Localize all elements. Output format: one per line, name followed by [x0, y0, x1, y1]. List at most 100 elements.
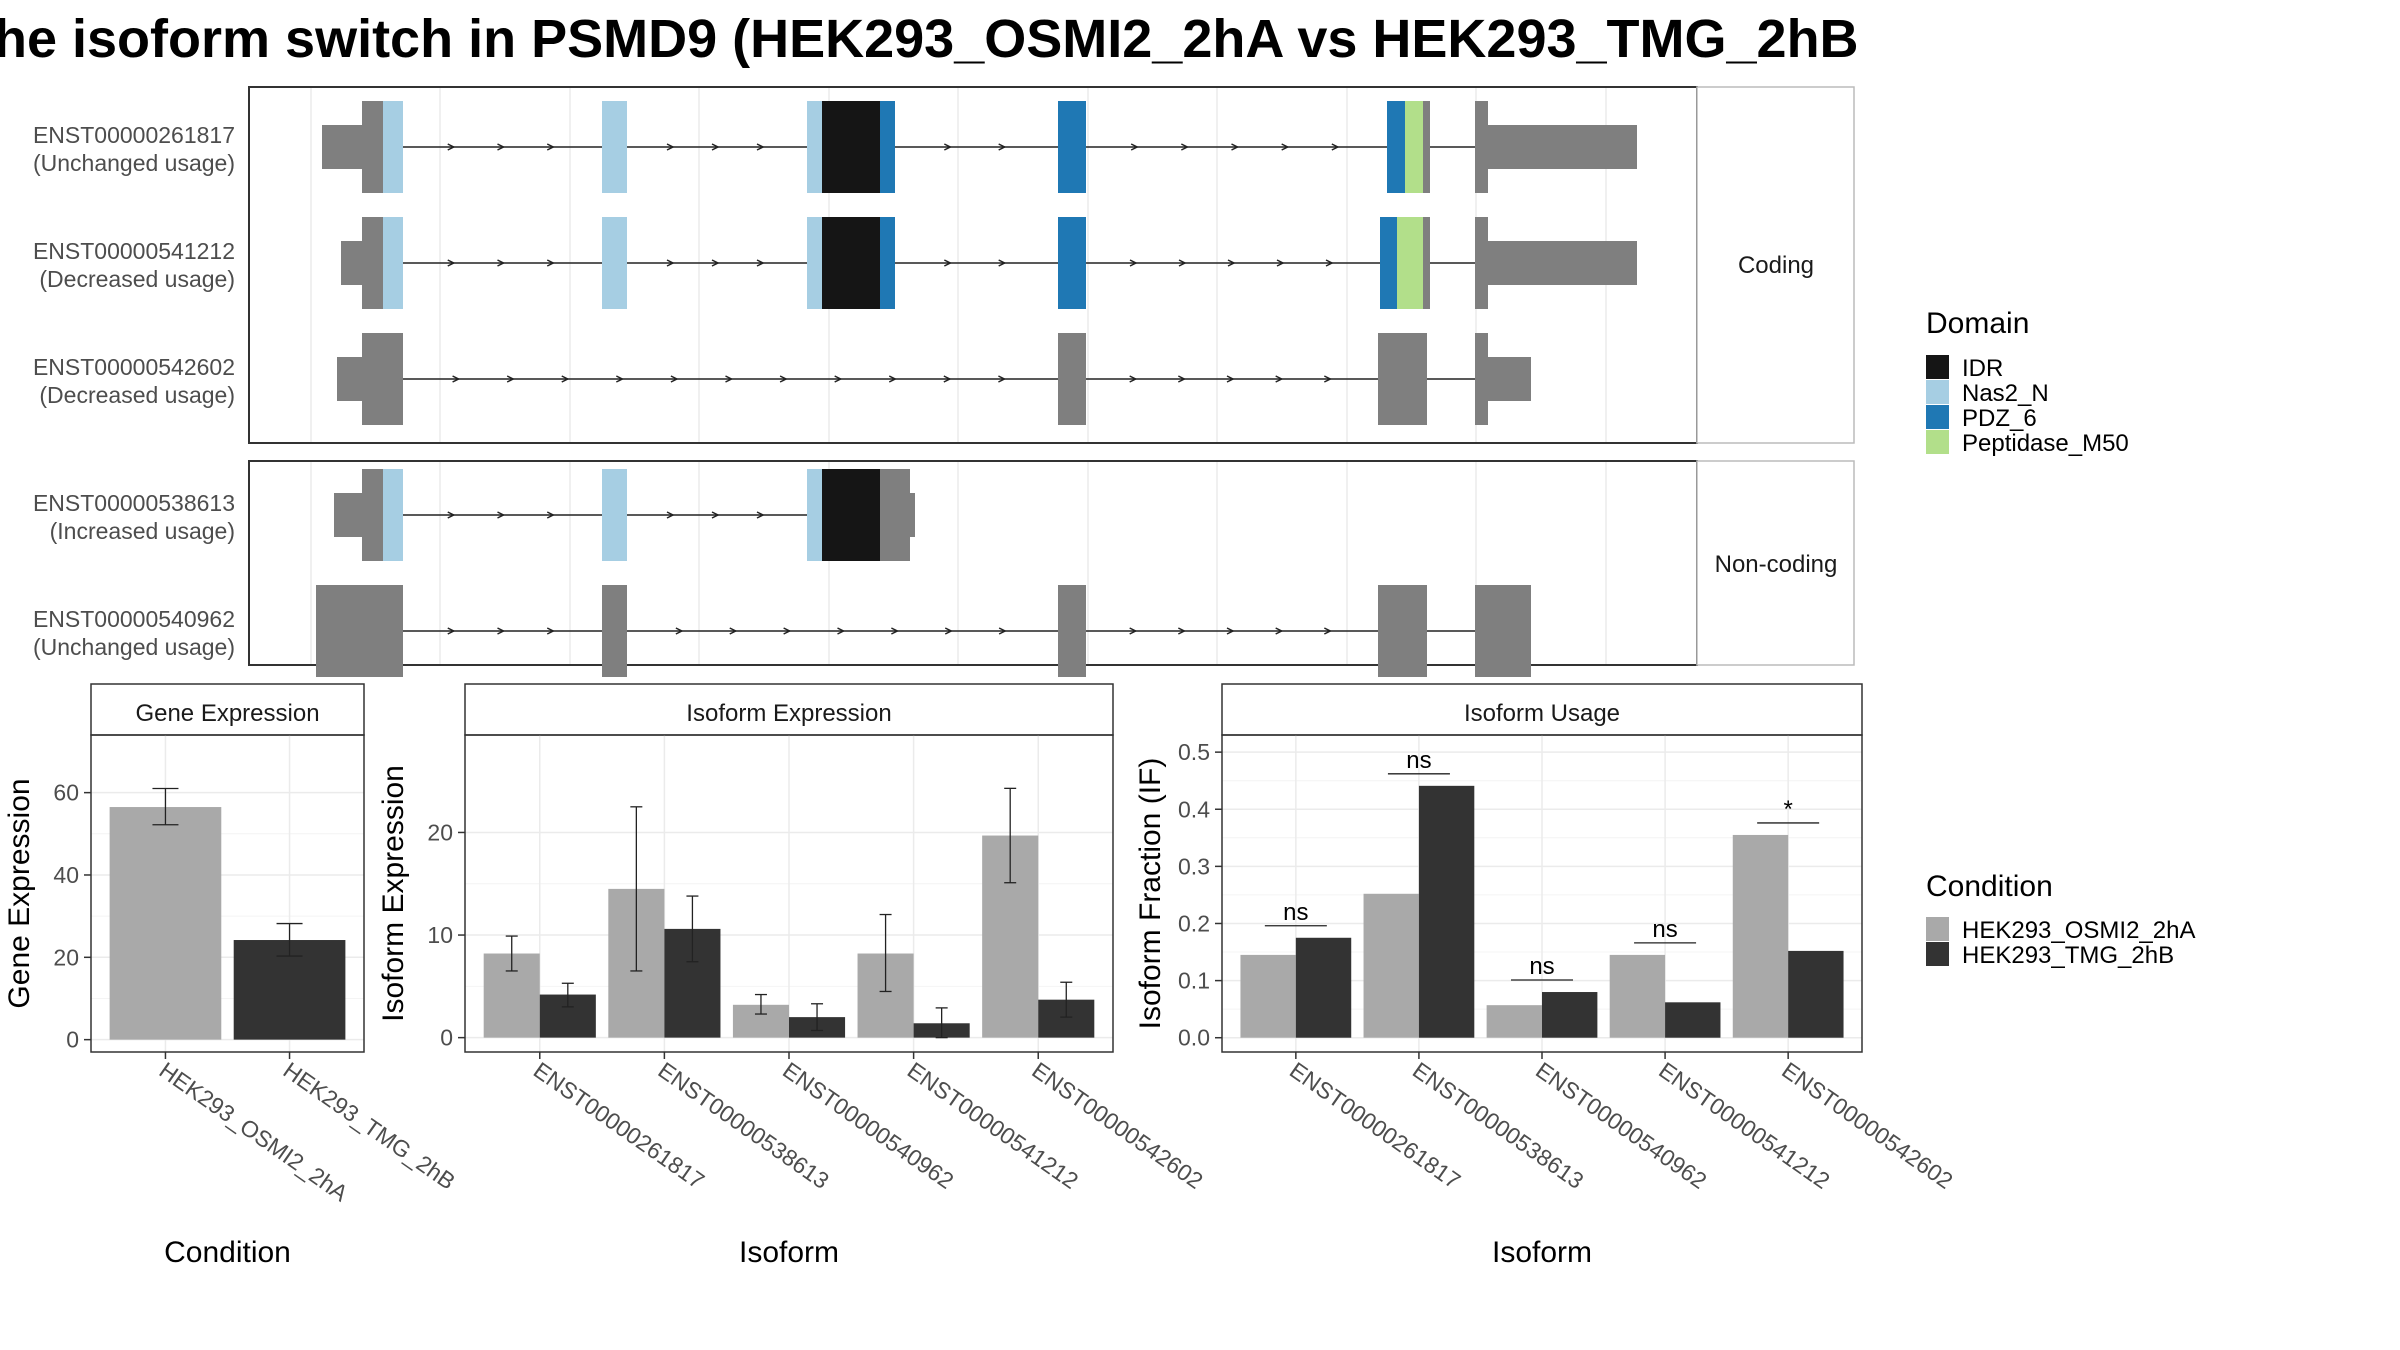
- utr-exon: [1488, 125, 1637, 169]
- cds-segment-nas2_n: [807, 101, 822, 193]
- intron-arrow: [1275, 375, 1284, 383]
- utr-exon: [910, 493, 915, 537]
- cds-segment-exon: [362, 333, 403, 425]
- facet-strip-label: Isoform Usage: [1464, 700, 1620, 727]
- domain-legend-title: Domain: [1926, 307, 2029, 340]
- y-axis-title: Isoform Expression: [377, 765, 410, 1022]
- panel-border: [90, 734, 365, 1053]
- y-tick-label: 40: [53, 862, 79, 888]
- bar-charts: Gene ExpressionHEK293_OSMI2_2hAHEK293_TM…: [3, 683, 1958, 1269]
- cds-segment-exon: [880, 469, 910, 561]
- intron-arrow: [944, 627, 953, 635]
- transcript-ENST00000261817: ENST00000261817(Unchanged usage): [33, 101, 1637, 193]
- cds-segment-exon: [1423, 217, 1430, 309]
- transcript-usage-label: (Unchanged usage): [33, 150, 235, 176]
- legend-key-cond1: [1926, 917, 1949, 941]
- cds-segment-exon: [1475, 333, 1488, 425]
- cds-segment-pdz_6: [880, 101, 895, 193]
- noncoding-exon: [316, 585, 403, 677]
- x-axis-title: Condition: [164, 1236, 291, 1269]
- legend-label-cond1: HEK293_OSMI2_2hA: [1962, 917, 2195, 944]
- cds-segment-pdz_6: [1387, 101, 1405, 193]
- intron-arrow: [666, 259, 675, 267]
- facet-label-coding: Coding: [1738, 252, 1814, 279]
- utr-exon: [334, 493, 362, 537]
- transcript-usage-label: (Increased usage): [50, 518, 235, 544]
- intron-arrow: [729, 627, 738, 635]
- bar-ENST00000261817-HEK293_TMG_2hB: [1295, 937, 1352, 1038]
- condition-legend-title: Condition: [1926, 870, 2053, 903]
- intron-arrow: [447, 259, 456, 267]
- transcript-id-label: ENST00000542602: [33, 354, 235, 380]
- cds-segment-nas2_n: [602, 101, 627, 193]
- intron-arrow: [998, 375, 1007, 383]
- transcript-ENST00000540962: ENST00000540962(Unchanged usage): [33, 585, 1531, 677]
- cds-segment-pdz_6: [1380, 217, 1397, 309]
- facet-strip-label: Gene Expression: [135, 700, 319, 727]
- legend-label-idr: IDR: [1962, 355, 2003, 382]
- panel-border: [464, 734, 1114, 1053]
- cds-segment-nas2_n: [807, 469, 822, 561]
- significance-label: ns: [1529, 953, 1554, 980]
- intron-arrow: [666, 143, 675, 151]
- facet-strip-coding: [1696, 86, 1855, 444]
- intron-arrow: [1331, 143, 1340, 151]
- cds-segment-idr: [822, 101, 880, 193]
- cds-segment-exon: [1423, 101, 1430, 193]
- intron-arrow: [546, 259, 555, 267]
- transcript-structure-panel: Coding Non-coding ENST00000261817(Unchan…: [33, 86, 1855, 677]
- transcript-ENST00000538613: ENST00000538613(Increased usage): [33, 469, 915, 561]
- intron-arrow: [546, 627, 555, 635]
- bar-ENST00000538613-HEK293_TMG_2hB: [1418, 785, 1475, 1038]
- intron-arrow: [888, 375, 897, 383]
- bar-ENST00000542602-HEK293_TMG_2hB: [1788, 950, 1844, 1038]
- legend-label-peptidase-m50: Peptidase_M50: [1962, 430, 2129, 457]
- intron-arrow: [834, 375, 843, 383]
- intron-arrow: [998, 259, 1007, 267]
- y-tick-label: 60: [53, 780, 79, 806]
- utr-exon: [322, 125, 362, 169]
- cds-segment-nas2_n: [602, 217, 627, 309]
- y-tick-label: 10: [427, 922, 453, 948]
- intron-arrow: [497, 143, 506, 151]
- facet-strip-noncoding: [1696, 460, 1855, 666]
- bar-ENST00000541212-HEK293_TMG_2hB: [1665, 1002, 1721, 1038]
- chart-isoform-usage: Isoform UsagensENST00000261817nsENST0000…: [1134, 683, 1958, 1269]
- y-tick-label: 0.0: [1178, 1025, 1210, 1051]
- x-axis-title: Isoform: [1492, 1236, 1592, 1269]
- utr-exon: [341, 241, 362, 285]
- noncoding-exon: [602, 585, 627, 677]
- intron-arrow: [943, 143, 953, 151]
- intron-arrow: [1177, 375, 1187, 383]
- intron-arrow: [447, 627, 456, 635]
- intron-arrow: [1130, 143, 1139, 151]
- intron-arrow: [452, 375, 461, 383]
- transcript-usage-label: (Unchanged usage): [33, 634, 235, 660]
- legend-label-cond2: HEK293_TMG_2hB: [1962, 942, 2174, 969]
- significance-label: ns: [1283, 899, 1308, 926]
- transcript-id-label: ENST00000261817: [33, 122, 235, 148]
- intron-arrow: [943, 259, 953, 267]
- intron-arrow: [1276, 259, 1285, 267]
- cds-segment-nas2_n: [383, 469, 403, 561]
- intron-arrow: [837, 627, 846, 635]
- cds-segment-nas2_n: [807, 217, 822, 309]
- y-tick-label: 0: [440, 1025, 453, 1051]
- intron-arrow: [725, 375, 734, 383]
- y-tick-label: 20: [427, 819, 453, 845]
- significance-label: ns: [1406, 747, 1431, 774]
- bar-ENST00000541212-HEK293_OSMI2_2hA: [1609, 954, 1666, 1038]
- transcript-usage-label: (Decreased usage): [39, 382, 235, 408]
- intron-arrow: [1129, 375, 1138, 383]
- y-tick-label: 0.3: [1178, 853, 1210, 879]
- y-axis-title: Isoform Fraction (IF): [1134, 758, 1167, 1030]
- transcript-models: ENST00000261817(Unchanged usage)ENST0000…: [33, 101, 1637, 677]
- bar-ENST00000542602-HEK293_OSMI2_2hA: [1732, 834, 1789, 1038]
- cds-segment-peptidase_m50: [1405, 101, 1423, 193]
- noncoding-exon: [1058, 585, 1086, 677]
- cds-segment-nas2_n: [602, 469, 627, 561]
- intron-arrow: [756, 511, 765, 519]
- x-axis-title: Isoform: [739, 1236, 839, 1269]
- intron-arrow: [1323, 627, 1333, 635]
- y-axis-title: Gene Expression: [3, 778, 36, 1008]
